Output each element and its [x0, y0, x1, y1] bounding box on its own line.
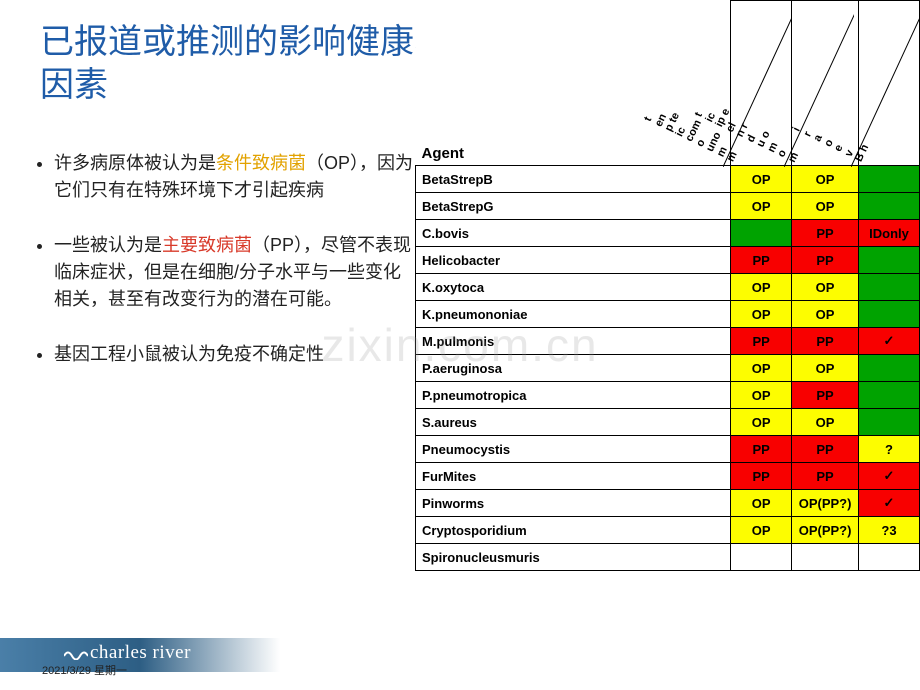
- value-cell: PP: [731, 328, 792, 355]
- value-cell: OP: [731, 382, 792, 409]
- agent-table: Agent t en p te ic com o uno m m t ic ip…: [415, 0, 920, 571]
- value-cell: OP: [731, 517, 792, 544]
- value-cell: [858, 301, 919, 328]
- table-row: BetaStrepGOPOP: [416, 193, 920, 220]
- value-cell: OP: [731, 193, 792, 220]
- bullet-item: 许多病原体被认为是条件致病菌（OP），因为它们只有在特殊环境下才引起疾病: [54, 150, 414, 204]
- value-cell: PP: [792, 463, 859, 490]
- value-cell: OP(PP?): [792, 490, 859, 517]
- value-cell: OP: [731, 490, 792, 517]
- value-cell: OP: [792, 274, 859, 301]
- value-cell: [858, 544, 919, 571]
- table-row: K.pneumononiaeOPOP: [416, 301, 920, 328]
- value-cell: ✓: [858, 463, 919, 490]
- agent-cell: S.aureus: [416, 409, 731, 436]
- table-row: HelicobacterPPPP: [416, 247, 920, 274]
- header-col3: i r a o e v B h: [858, 1, 919, 166]
- value-cell: [858, 193, 919, 220]
- footer: charles river 2021/3/29 星期一: [0, 630, 920, 678]
- agent-cell: P.pneumotropica: [416, 382, 731, 409]
- value-cell: PP: [792, 382, 859, 409]
- table-row: P.aeruginosaOPOP: [416, 355, 920, 382]
- agent-cell: M.pulmonis: [416, 328, 731, 355]
- value-cell: ✓: [858, 490, 919, 517]
- agent-cell: FurMites: [416, 463, 731, 490]
- bullet-item: 基因工程小鼠被认为免疫不确定性: [54, 341, 414, 368]
- value-cell: [858, 409, 919, 436]
- value-cell: PP: [792, 220, 859, 247]
- value-cell: [792, 544, 859, 571]
- table-row: PinwormsOPOP(PP?)✓: [416, 490, 920, 517]
- value-cell: PP: [792, 247, 859, 274]
- agent-table-body: BetaStrepBOPOPBetaStrepGOPOPC.bovisPPIDo…: [416, 166, 920, 571]
- agent-cell: Pinworms: [416, 490, 731, 517]
- agent-cell: Cryptosporidium: [416, 517, 731, 544]
- table-row: BetaStrepBOPOP: [416, 166, 920, 193]
- agent-cell: P.aeruginosa: [416, 355, 731, 382]
- table-row: P.pneumotropicaOPPP: [416, 382, 920, 409]
- value-cell: OP: [792, 301, 859, 328]
- agent-cell: Spironucleusmuris: [416, 544, 731, 571]
- value-cell: OP: [731, 301, 792, 328]
- agent-cell: Helicobacter: [416, 247, 731, 274]
- value-cell: OP: [731, 274, 792, 301]
- agent-cell: Pneumocystis: [416, 436, 731, 463]
- table-row: S.aureusOPOP: [416, 409, 920, 436]
- value-cell: PP: [731, 463, 792, 490]
- agent-table-wrap: Agent t en p te ic com o uno m m t ic ip…: [415, 0, 920, 571]
- table-row: K.oxytocaOPOP: [416, 274, 920, 301]
- value-cell: PP: [731, 436, 792, 463]
- agent-cell: C.bovis: [416, 220, 731, 247]
- value-cell: ?3: [858, 517, 919, 544]
- table-row: CryptosporidiumOPOP(PP?)?3: [416, 517, 920, 544]
- bullet-list: 许多病原体被认为是条件致病菌（OP），因为它们只有在特殊环境下才引起疾病一些被认…: [34, 150, 414, 396]
- agent-cell: K.oxytoca: [416, 274, 731, 301]
- value-cell: OP: [731, 409, 792, 436]
- value-cell: IDonly: [858, 220, 919, 247]
- value-cell: OP: [792, 409, 859, 436]
- value-cell: [731, 544, 792, 571]
- agent-cell: K.pneumononiae: [416, 301, 731, 328]
- table-row: Spironucleusmuris: [416, 544, 920, 571]
- value-cell: OP(PP?): [792, 517, 859, 544]
- value-cell: [858, 382, 919, 409]
- value-cell: ✓: [858, 328, 919, 355]
- value-cell: [858, 247, 919, 274]
- value-cell: ?: [858, 436, 919, 463]
- value-cell: PP: [792, 328, 859, 355]
- table-row: M.pulmonisPPPP✓: [416, 328, 920, 355]
- table-row: PneumocystisPPPP?: [416, 436, 920, 463]
- table-row: C.bovis PPIDonly: [416, 220, 920, 247]
- value-cell: OP: [792, 355, 859, 382]
- value-cell: OP: [792, 193, 859, 220]
- value-cell: [858, 274, 919, 301]
- footer-date: 2021/3/29 星期一: [42, 662, 127, 678]
- table-row: FurMitesPPPP✓: [416, 463, 920, 490]
- logo: charles river: [64, 642, 191, 664]
- value-cell: [858, 355, 919, 382]
- bullet-item: 一些被认为是主要致病菌（PP），尽管不表现临床症状，但是在细胞/分子水平与一些变…: [54, 232, 414, 313]
- value-cell: [858, 166, 919, 193]
- wave-icon: [64, 646, 88, 660]
- value-cell: PP: [731, 247, 792, 274]
- agent-cell: BetaStrepB: [416, 166, 731, 193]
- value-cell: OP: [731, 355, 792, 382]
- value-cell: [731, 220, 792, 247]
- agent-cell: BetaStrepG: [416, 193, 731, 220]
- value-cell: PP: [792, 436, 859, 463]
